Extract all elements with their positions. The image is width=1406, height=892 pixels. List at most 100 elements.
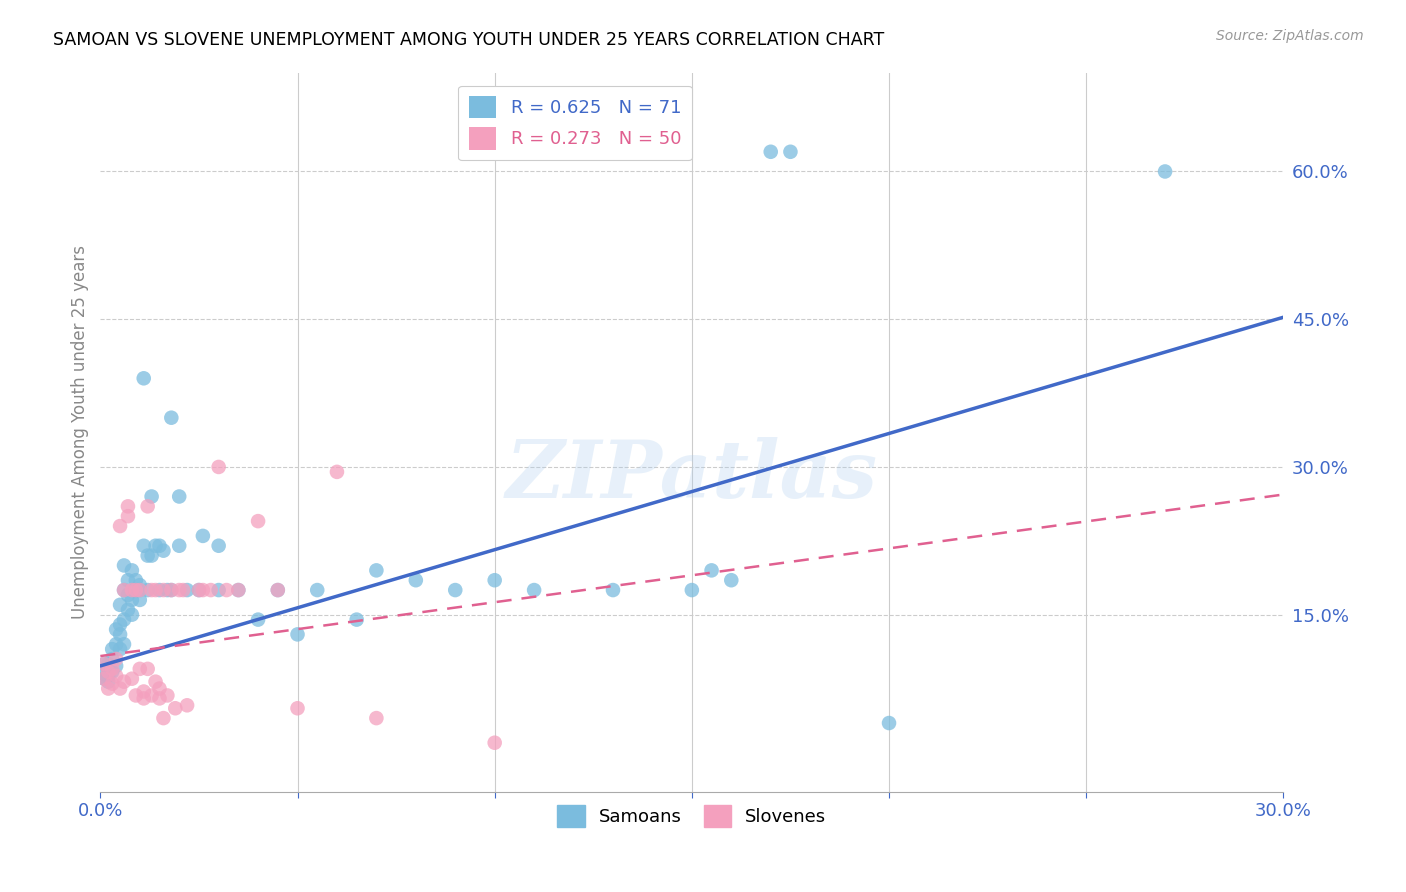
Point (112, 558, 135, 573)
Point (287, 627, 309, 641)
Point (117, 509, 139, 524)
Point (208, 539, 231, 553)
Point (200, 583, 222, 598)
Point (208, 583, 231, 598)
Point (148, 681, 170, 696)
Point (141, 689, 163, 703)
Point (93, 672, 115, 686)
Point (108, 627, 131, 641)
Point (105, 623, 128, 637)
Point (167, 490, 190, 504)
Point (187, 583, 209, 598)
Point (366, 711, 388, 725)
Point (125, 689, 148, 703)
Point (132, 371, 155, 385)
Point (128, 593, 150, 607)
Point (145, 539, 167, 553)
Y-axis label: Unemployment Among Youth under 25 years: Unemployment Among Youth under 25 years (72, 245, 89, 619)
Point (136, 549, 159, 563)
Point (128, 583, 150, 598)
Point (97, 662, 120, 676)
Point (108, 681, 131, 696)
Point (132, 539, 155, 553)
Point (97, 674, 120, 689)
Point (759, 145, 782, 159)
Point (93, 666, 115, 681)
Point (105, 669, 128, 683)
Point (228, 583, 250, 598)
Point (148, 539, 170, 553)
Point (484, 736, 506, 750)
Point (167, 583, 190, 598)
Point (136, 662, 159, 676)
Point (141, 490, 163, 504)
Point (108, 519, 131, 533)
Point (112, 583, 135, 598)
Point (136, 583, 159, 598)
Point (148, 691, 170, 706)
Point (720, 573, 742, 587)
Point (152, 543, 174, 558)
Point (117, 500, 139, 514)
Point (112, 583, 135, 598)
Point (121, 583, 143, 598)
Point (97, 657, 120, 671)
Point (247, 613, 270, 627)
Point (97, 665, 120, 679)
Point (132, 691, 155, 706)
Point (484, 573, 506, 587)
Point (1154, 164, 1177, 178)
Point (108, 617, 131, 632)
Point (101, 652, 124, 666)
Text: Source: ZipAtlas.com: Source: ZipAtlas.com (1216, 29, 1364, 43)
Point (681, 583, 703, 598)
Point (117, 588, 139, 602)
Point (156, 689, 179, 703)
Text: ZIPatlas: ZIPatlas (506, 437, 877, 515)
Point (121, 593, 143, 607)
Point (346, 613, 368, 627)
Point (141, 549, 163, 563)
Point (93, 657, 115, 671)
Point (93, 657, 115, 671)
Point (405, 573, 427, 587)
Point (152, 711, 174, 725)
Point (136, 500, 159, 514)
Point (215, 583, 238, 598)
Point (247, 514, 270, 528)
Point (156, 583, 179, 598)
Legend: Samoans, Slovenes: Samoans, Slovenes (550, 798, 834, 835)
Point (167, 539, 190, 553)
Point (228, 583, 250, 598)
Text: SAMOAN VS SLOVENE UNEMPLOYMENT AMONG YOUTH UNDER 25 YEARS CORRELATION CHART: SAMOAN VS SLOVENE UNEMPLOYMENT AMONG YOU… (53, 31, 884, 49)
Point (267, 583, 290, 598)
Point (160, 583, 183, 598)
Point (105, 659, 128, 673)
Point (108, 642, 131, 657)
Point (121, 563, 143, 577)
Point (152, 583, 174, 598)
Point (105, 652, 128, 666)
Point (125, 583, 148, 598)
Point (176, 698, 198, 713)
Point (101, 662, 124, 676)
Point (602, 583, 624, 598)
Point (121, 607, 143, 622)
Point (108, 598, 131, 612)
Point (191, 583, 214, 598)
Point (125, 573, 148, 587)
Point (101, 642, 124, 657)
Point (128, 583, 150, 598)
Point (101, 665, 124, 679)
Point (307, 583, 329, 598)
Point (112, 637, 135, 651)
Point (176, 583, 198, 598)
Point (165, 701, 187, 715)
Point (172, 583, 194, 598)
Point (101, 676, 124, 690)
Point (148, 583, 170, 598)
Point (267, 583, 290, 598)
Point (112, 613, 135, 627)
Point (117, 573, 139, 587)
Point (444, 583, 467, 598)
